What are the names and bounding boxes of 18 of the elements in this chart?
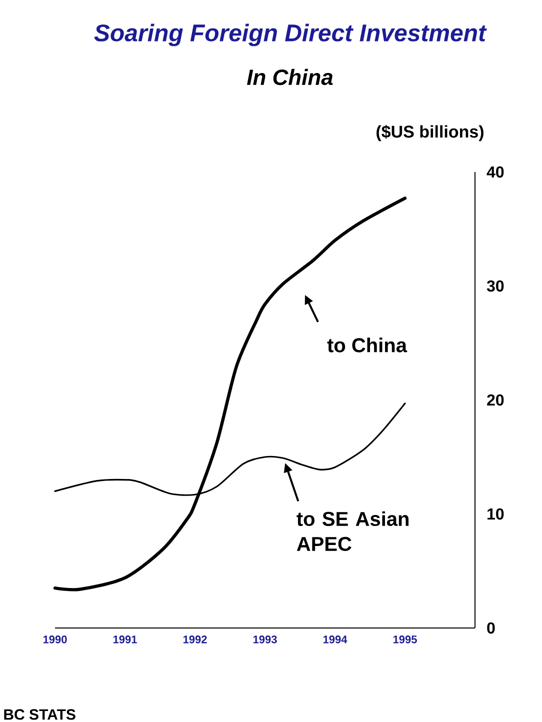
x-tick-label: 1994 <box>323 636 348 644</box>
y-tick-label: 20 <box>487 394 504 406</box>
annotation: to China <box>327 338 408 352</box>
y-tick-label: 30 <box>486 280 504 292</box>
y-axis-title: ($US billions) <box>376 124 484 142</box>
chart-subtitle: In China <box>247 68 333 86</box>
chart-title: Soaring Foreign Direct Investment <box>94 24 487 46</box>
y-tick-label: 0 <box>487 622 495 634</box>
x-tick-label: 1995 <box>393 636 417 644</box>
annotation: to SE Asian APEC <box>296 511 408 552</box>
x-tick-label: 1993 <box>253 636 277 644</box>
x-tick-label: 1990 <box>43 636 67 644</box>
x-tick-label: 1991 <box>113 636 137 644</box>
x-tick-label: 1992 <box>183 636 207 644</box>
line-series <box>53 196 407 592</box>
text: BC STATS <box>4 709 76 720</box>
y-tick-label: 10 <box>488 508 504 520</box>
y-tick-label: 40 <box>486 166 504 178</box>
